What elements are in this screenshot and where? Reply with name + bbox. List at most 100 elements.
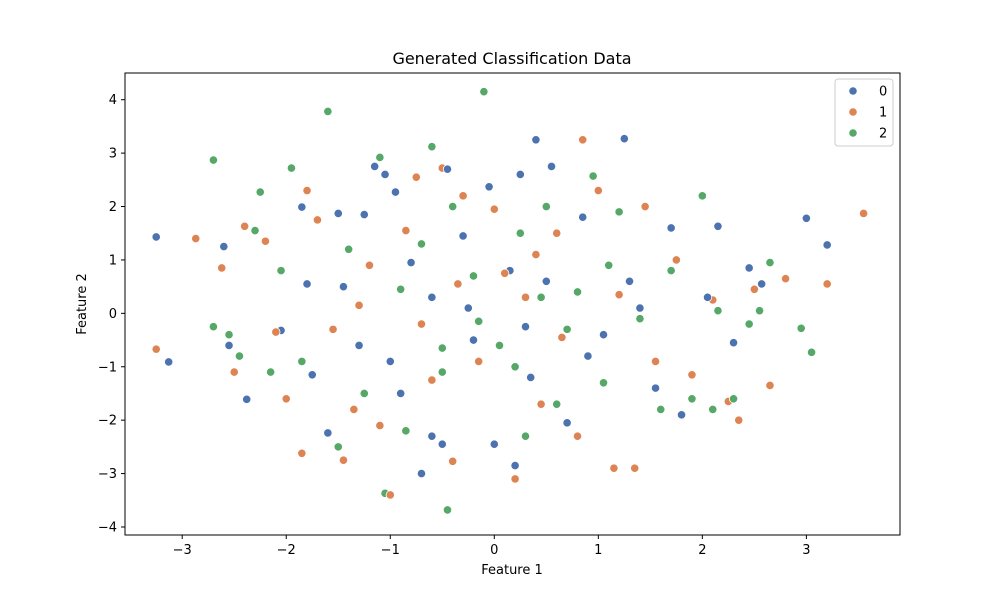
data-point-class-2: [448, 201, 458, 212]
data-point-class-1: [609, 463, 619, 473]
data-point-class-1: [448, 456, 458, 466]
legend: 0 1 2: [834, 78, 894, 147]
data-point-class-2: [604, 260, 614, 270]
data-point-class-2: [208, 155, 219, 165]
data-point-class-2: [250, 225, 260, 236]
data-point-class-0: [307, 370, 317, 380]
data-point-class-1: [500, 268, 510, 278]
data-point-class-0: [822, 240, 832, 250]
data-point-class-0: [578, 212, 588, 222]
data-point-class-2: [614, 207, 624, 217]
data-point-class-2: [765, 258, 775, 268]
data-point-class-0: [510, 460, 520, 471]
data-point-class-1: [312, 215, 323, 225]
y-axis: −4 −3 −2 −1 0 1 2 3 4: [98, 93, 125, 535]
x-tick-label: 0: [490, 543, 498, 558]
data-point-class-0: [437, 439, 447, 449]
data-point-class-0: [526, 372, 536, 383]
data-point-class-0: [531, 135, 541, 145]
data-point-class-2: [437, 367, 447, 377]
data-point-class-0: [583, 351, 593, 361]
data-point-class-1: [401, 225, 411, 236]
data-point-class-1: [338, 455, 349, 465]
y-tick-label: −4: [98, 520, 117, 535]
data-point-class-0: [489, 439, 499, 449]
data-point-class-2: [708, 404, 718, 415]
data-point-class-1: [822, 279, 832, 289]
data-point-class-1: [630, 463, 640, 473]
data-point-class-1: [489, 204, 499, 214]
data-point-class-0: [323, 428, 333, 438]
data-point-class-0: [370, 161, 380, 172]
data-point-class-0: [650, 383, 661, 393]
data-point-class-1: [151, 344, 161, 354]
y-axis-label: Feature 2: [75, 273, 90, 335]
data-point-class-2: [442, 505, 453, 515]
data-point-class-1: [671, 255, 681, 265]
data-point-class-2: [598, 378, 609, 388]
data-point-class-1: [650, 356, 661, 367]
data-point-class-1: [229, 367, 239, 377]
data-point-class-1: [281, 394, 291, 404]
data-point-class-0: [801, 213, 811, 223]
legend-label: 2: [879, 127, 887, 142]
data-point-class-1: [531, 249, 541, 260]
x-axis: −3 −2 −1 0 1 2 3: [173, 535, 811, 558]
data-point-class-2: [234, 351, 245, 361]
data-point-class-0: [359, 209, 369, 220]
data-point-class-2: [401, 426, 411, 436]
points-layer: [151, 87, 869, 515]
data-point-class-2: [510, 362, 520, 372]
data-point-class-0: [624, 276, 635, 286]
y-tick-label: 4: [109, 93, 117, 108]
data-point-class-0: [757, 279, 767, 289]
data-point-class-0: [619, 134, 629, 144]
data-point-class-1: [297, 448, 307, 458]
data-point-class-2: [536, 292, 546, 302]
y-tick-label: −1: [98, 360, 117, 375]
data-point-class-2: [208, 322, 219, 332]
data-point-class-2: [796, 323, 806, 333]
data-point-class-1: [260, 236, 271, 246]
data-point-class-2: [806, 347, 817, 357]
data-point-class-1: [780, 274, 791, 284]
legend-box: [834, 78, 894, 147]
data-point-class-2: [552, 399, 562, 409]
data-point-class-2: [344, 244, 354, 254]
legend-marker: [848, 107, 858, 117]
data-point-class-0: [219, 241, 229, 252]
y-tick-label: 0: [109, 307, 117, 322]
data-point-class-1: [375, 420, 385, 431]
data-point-class-1: [302, 185, 312, 196]
data-point-class-1: [687, 370, 697, 380]
data-point-class-0: [744, 263, 754, 273]
data-point-class-2: [375, 152, 385, 162]
data-point-class-2: [656, 404, 666, 415]
data-point-class-1: [271, 327, 281, 337]
data-point-class-0: [484, 182, 494, 192]
data-point-class-0: [396, 388, 406, 399]
data-point-class-2: [562, 324, 572, 334]
data-point-class-0: [546, 161, 557, 172]
data-point-class-1: [349, 404, 359, 415]
data-point-class-0: [676, 410, 687, 420]
data-point-class-0: [333, 208, 343, 219]
data-point-class-2: [255, 187, 265, 197]
data-point-class-0: [354, 340, 364, 350]
y-tick-label: 3: [109, 147, 117, 162]
x-tick-label: 2: [698, 543, 706, 558]
data-point-class-2: [666, 266, 676, 276]
data-point-class-1: [427, 375, 437, 385]
data-point-class-0: [442, 164, 453, 174]
data-point-class-0: [635, 303, 645, 313]
data-point-class-0: [297, 202, 307, 212]
data-point-class-0: [713, 221, 723, 231]
legend-label: 1: [879, 106, 887, 121]
data-point-class-2: [713, 306, 723, 316]
data-point-class-0: [520, 322, 531, 332]
data-point-class-1: [640, 201, 650, 212]
data-point-class-1: [510, 474, 520, 484]
chart-title: Generated Classification Data: [392, 49, 631, 68]
data-point-class-0: [242, 394, 252, 404]
